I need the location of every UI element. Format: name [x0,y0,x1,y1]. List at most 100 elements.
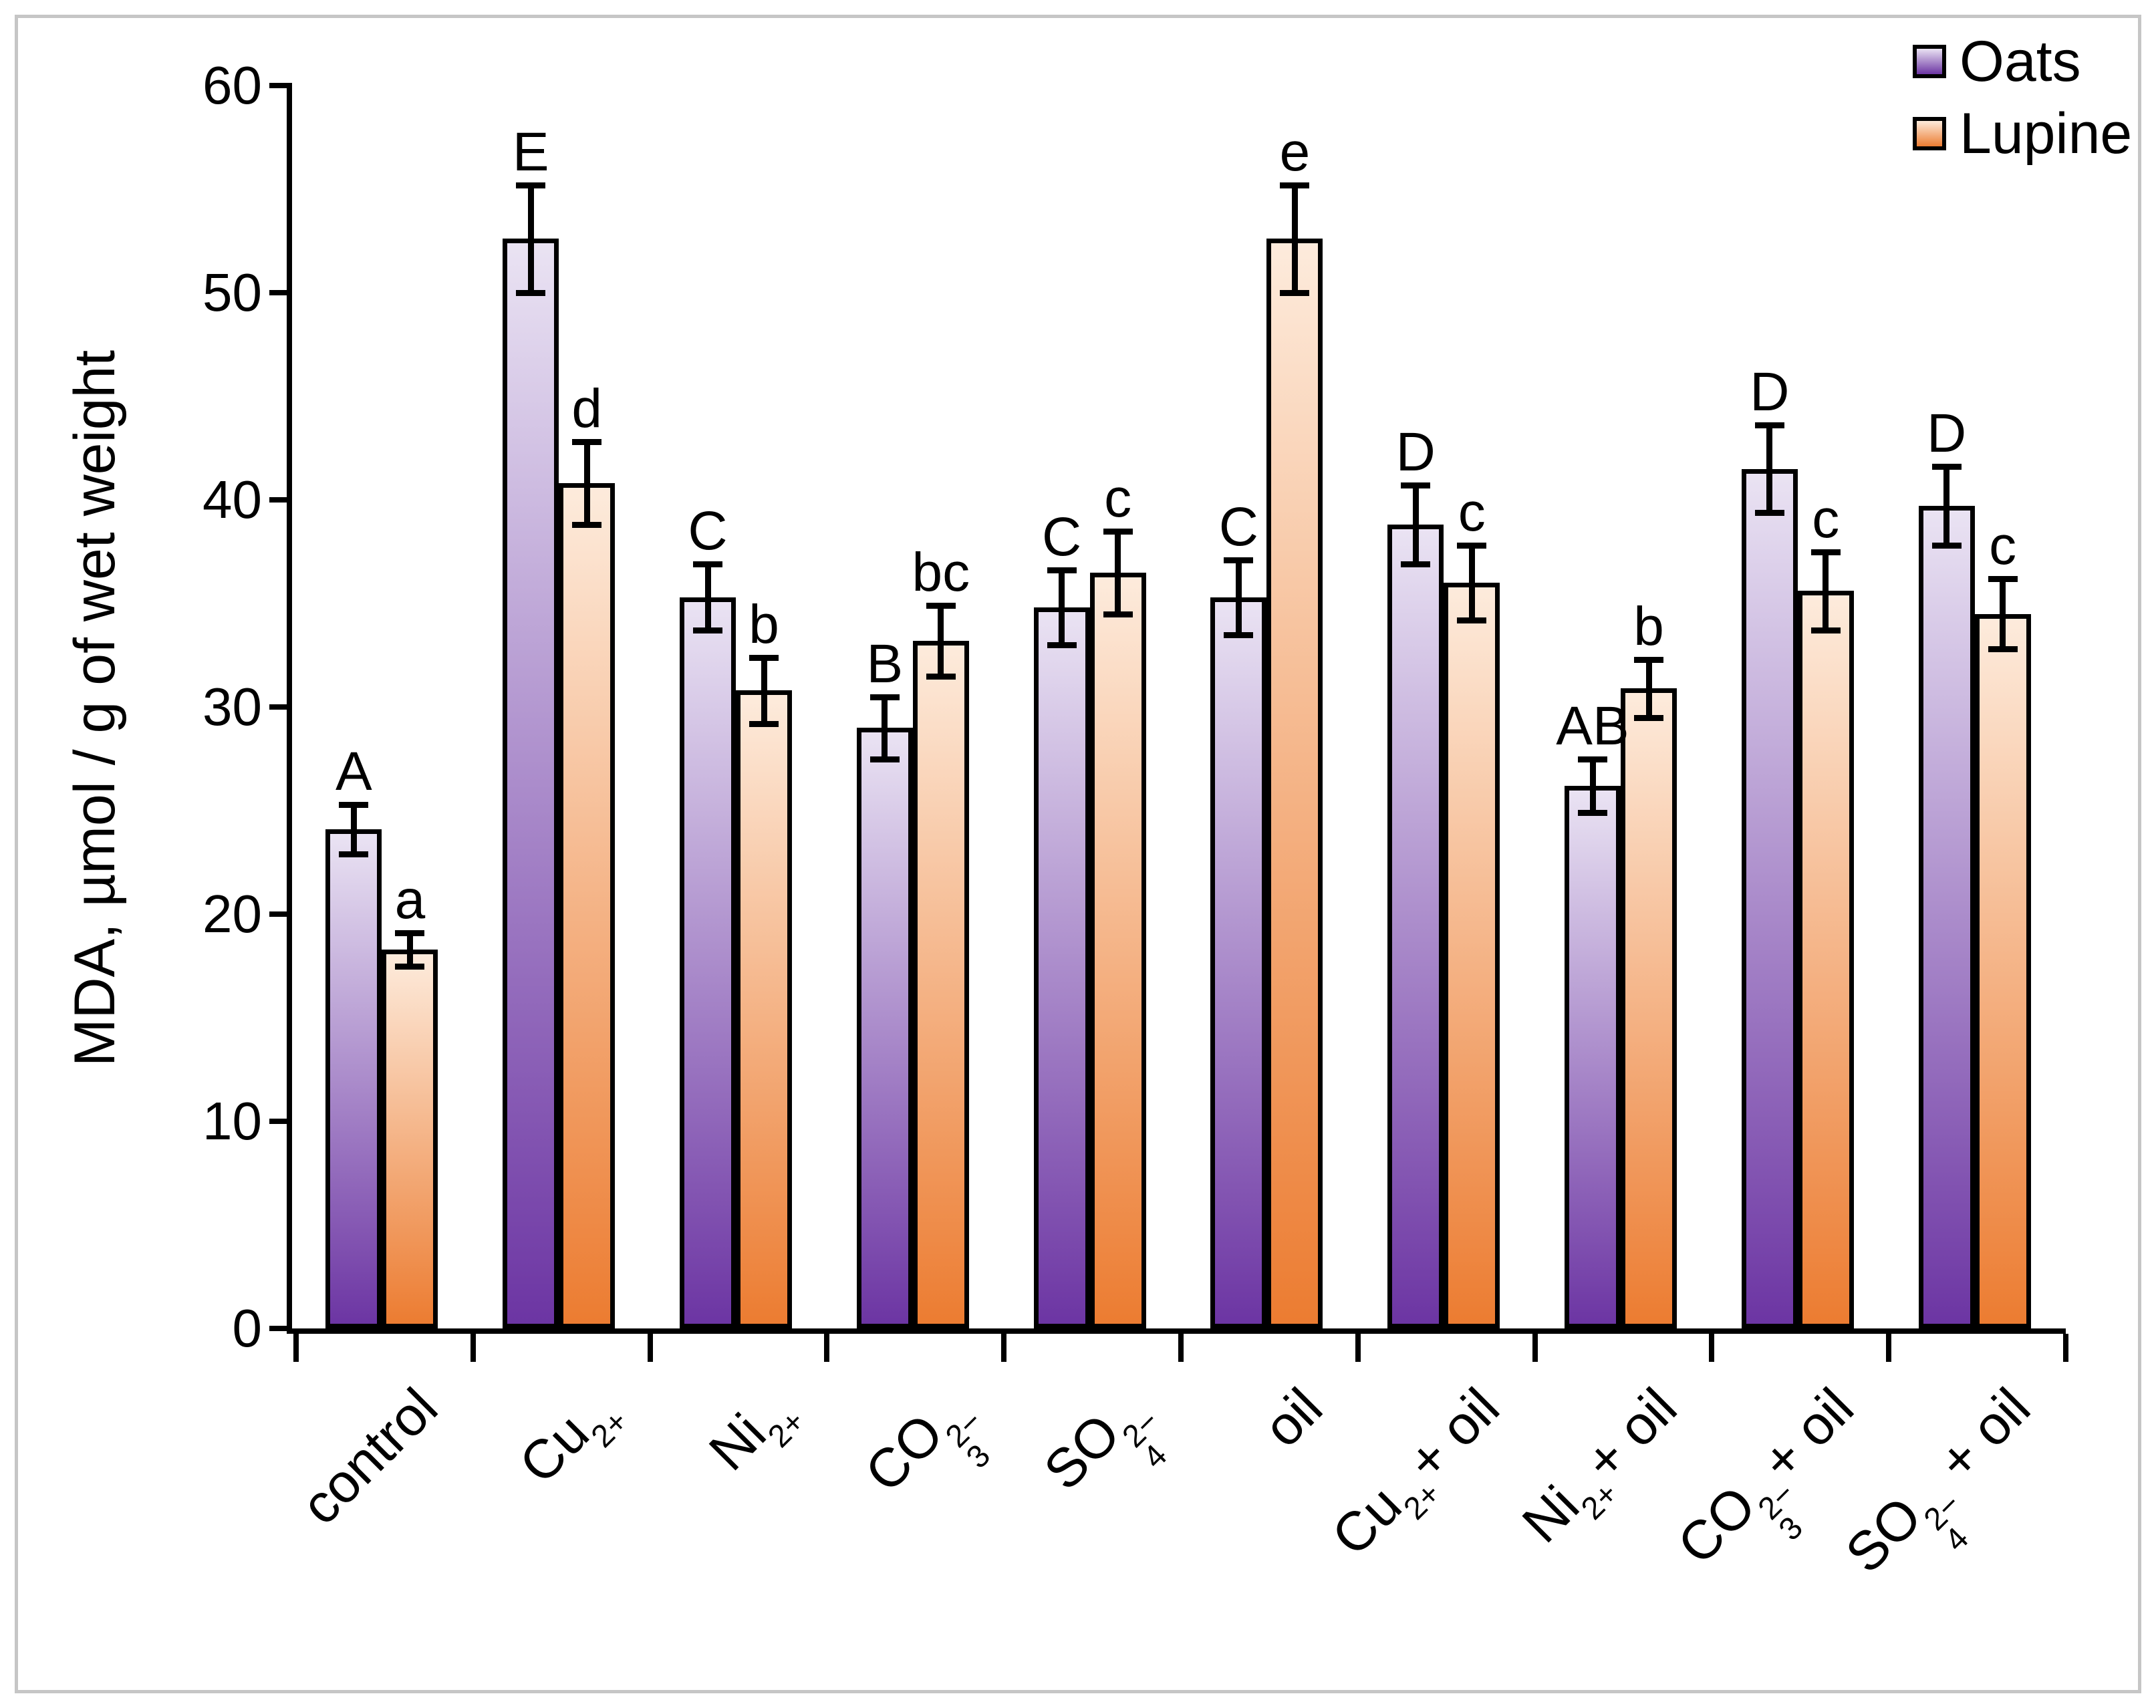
x-tick [1709,1334,1715,1362]
significance-letter-oats-co3-oil: D [1750,362,1790,423]
error-bar-cap-top [1634,656,1663,663]
error-bar-cap-top [1401,482,1431,489]
bar-lupine-co3 [912,640,969,1328]
bar-oats-co3 [856,728,913,1328]
y-tick [269,497,287,503]
significance-letter-oats-oil: C [1218,496,1258,557]
error-bar-cap-top [1457,543,1487,549]
y-tick-label: 50 [203,263,262,322]
legend-label-oats: Oats [1960,29,2081,94]
significance-letter-oats-ni-oil: AB [1556,695,1629,756]
bar-lupine-co3-oil [1797,591,1854,1328]
significance-letter-oats-cu-oil: D [1395,422,1436,483]
bar-lupine-control [382,949,438,1328]
error-bar-cap-bottom [749,720,779,727]
x-tick [647,1334,653,1362]
error-bar-cap-bottom [1280,290,1310,296]
significance-letter-oats-so4: C [1041,507,1082,568]
significance-letter-lupine-ni-oil: b [1633,595,1664,657]
y-tick-label: 60 [203,55,262,115]
error-bar-cap-top [1754,422,1784,429]
legend: Oats Lupine [1913,31,2132,164]
x-tick [2063,1334,2068,1362]
error-bar-line [1645,659,1652,718]
error-bar-cap-bottom [1103,611,1133,617]
bar-oats-cu [503,239,559,1328]
x-tick [1355,1334,1361,1362]
significance-letter-lupine-ni: b [749,593,779,655]
bar-lupine-cu [559,483,616,1328]
x-tick [1178,1334,1184,1362]
y-tick [269,911,287,917]
error-bar-line [1823,551,1829,631]
legend-swatch-lupine [1913,117,1946,150]
error-bar-line [1235,559,1242,635]
x-tick [1886,1334,1892,1362]
error-bar-line [1412,485,1419,565]
bar-oats-ni [680,597,736,1328]
error-bar-line [1766,425,1773,513]
error-bar-cap-bottom [395,963,425,970]
significance-letter-lupine-cu: d [571,378,602,440]
significance-letter-lupine-so4: c [1104,467,1132,529]
error-bar-line [527,184,534,293]
error-bar-cap-bottom [869,756,900,762]
error-bar-line [938,605,944,676]
error-bar-cap-top [1988,575,2018,582]
error-bar-cap-top [1047,567,1077,574]
error-bar-cap-bottom [1754,509,1784,516]
x-label-subscript: 3 [959,1437,997,1475]
error-bar-cap-top [749,654,779,661]
error-bar-cap-bottom [926,673,956,680]
legend-item-oats: Oats [1913,31,2132,92]
error-bar-cap-bottom [1988,646,2018,653]
x-tick [470,1334,476,1362]
y-tick [269,1326,287,1331]
y-tick [269,83,287,88]
significance-letter-lupine-cu-oil: c [1458,482,1486,543]
significance-letter-lupine-oil: e [1279,121,1311,182]
error-bar-cap-top [395,930,425,936]
error-bar-cap-bottom [1401,561,1431,568]
significance-letter-oats-so4-oil: D [1926,403,1967,464]
significance-letter-oats-ni: C [688,501,728,562]
significance-letter-lupine-co3: bc [912,542,970,603]
bar-oats-co3-oil [1741,468,1798,1328]
x-label-subscript [785,1446,811,1473]
y-axis-line [287,83,292,1334]
legend-item-lupine: Lupine [1913,103,2132,164]
y-tick-label: 10 [203,1091,262,1151]
error-bar-cap-top [339,801,369,808]
error-bar-cap-top [1224,557,1254,563]
error-bar-line [2000,578,2006,650]
x-axis-line [287,1328,2066,1334]
x-label-subscript: 4 [1938,1520,1976,1558]
error-bar-cap-top [869,694,900,700]
x-label-subscript [608,1446,634,1473]
bar-lupine-oil [1266,239,1323,1328]
x-label-subscript [1420,1518,1447,1545]
error-bar-cap-bottom [1810,627,1841,634]
y-tick [269,1119,287,1124]
y-tick [269,290,287,295]
error-bar-cap-top [926,603,956,609]
error-bar-line [882,696,888,759]
error-bar-cap-bottom [1578,810,1607,817]
x-tick [1001,1334,1007,1362]
error-bar-cap-bottom [1931,543,1962,549]
y-tick [269,704,287,710]
bar-oats-cu-oil [1387,525,1444,1328]
error-bar-cap-top [1810,549,1841,555]
legend-swatch-oats [1913,45,1946,78]
error-bar-cap-top [572,439,602,446]
error-bar-line [1589,758,1596,813]
bar-lupine-ni-oil [1621,688,1677,1328]
y-tick-label: 30 [203,677,262,736]
x-label-subscript: 3 [1772,1510,1810,1548]
x-tick [824,1334,830,1362]
error-bar-line [761,657,767,724]
error-bar-line [1468,545,1475,620]
bar-oats-ni-oil [1565,785,1621,1328]
legend-label-lupine: Lupine [1960,102,2133,166]
error-bar-cap-top [1280,182,1310,188]
